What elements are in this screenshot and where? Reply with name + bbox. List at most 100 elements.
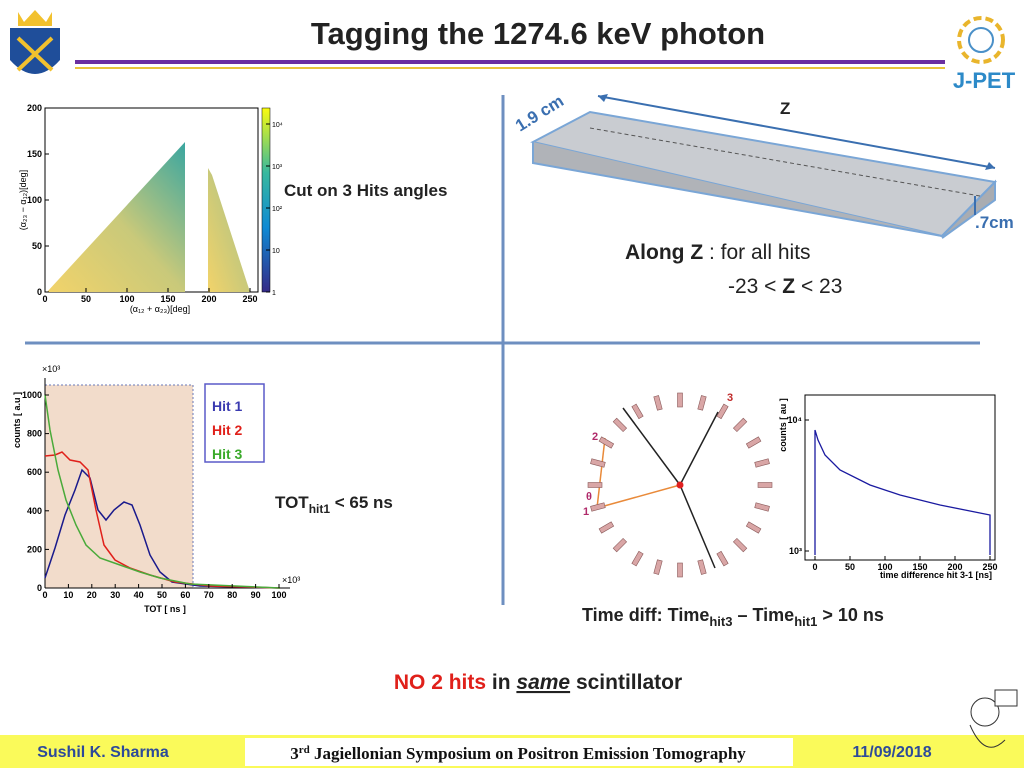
- x-tick-label: 20: [87, 590, 97, 600]
- title: Tagging the 1274.6 keV photon: [311, 16, 765, 51]
- scintillator-strip: [716, 403, 729, 420]
- y-tick-label: 150: [27, 149, 42, 159]
- y-tick-label: 100: [27, 195, 42, 205]
- caption-part: – Time: [732, 605, 794, 625]
- x-tick-label: 30: [110, 590, 120, 600]
- angle-plot: (α₁₂ + α₂₃)[deg] (α₂₃ − α₁₂)[deg] 0 50 100…: [18, 103, 283, 314]
- x-tick-label: 50: [81, 294, 91, 304]
- hit-label: 1: [583, 506, 589, 518]
- x-tick-label: 0: [812, 562, 817, 572]
- scintillator-strip: [598, 436, 615, 449]
- height-label: .7cm: [975, 213, 1014, 232]
- scintillator-strip: [697, 395, 707, 411]
- x-tick-label: 60: [180, 590, 190, 600]
- y-tick-label: 400: [27, 506, 42, 516]
- x-tick-label: 0: [42, 294, 47, 304]
- x-tick-label: 200: [947, 562, 962, 572]
- scintillator-strip: [598, 521, 615, 534]
- hit-label: 3: [727, 392, 733, 404]
- y-tick-label: 1000: [22, 390, 42, 400]
- scintillator-strip: [631, 550, 644, 567]
- y-multiplier: ×10³: [42, 364, 60, 374]
- hit-diagram: 1 2 3 θ: [583, 392, 773, 578]
- caption: TOThit1 < 65 ns: [275, 493, 393, 516]
- scintillator: [530, 94, 998, 239]
- cut-text: Along Z : for all hits: [625, 241, 811, 264]
- x-axis-label: (α₁₂ + α₂₃)[deg]: [130, 304, 190, 314]
- x-tick-label: 150: [912, 562, 927, 572]
- logo-text: J-PET: [953, 68, 1016, 93]
- caption-part: hit3: [709, 614, 732, 629]
- legend-entry: Hit 3: [212, 446, 243, 462]
- note-part: scintillator: [570, 671, 682, 694]
- y-tick-label: 10⁴: [788, 415, 802, 425]
- note-part: NO 2 hits: [394, 671, 486, 694]
- x-tick-label: 90: [251, 590, 261, 600]
- y-axis-label: counts [ au ]: [778, 398, 788, 452]
- scintillator-strip: [697, 559, 707, 575]
- event-part: rd: [299, 744, 310, 756]
- y-tick-label: 800: [27, 429, 42, 439]
- scintillator-strip: [745, 436, 762, 449]
- cut-part: Z: [782, 275, 795, 298]
- x-tick-label: 40: [134, 590, 144, 600]
- caption-part: hit1: [794, 614, 817, 629]
- y-tick-label: 200: [27, 544, 42, 554]
- y-axis-label: counts [ a.u ]: [12, 392, 22, 448]
- x-tick-label: 10: [63, 590, 73, 600]
- x-tick-label: 100: [271, 590, 286, 600]
- event-part: 3: [290, 744, 299, 763]
- caption: Time diff: Timehit3 – Timehit1 > 10 ns: [582, 605, 884, 629]
- cut-text: -23 < Z < 23: [728, 275, 842, 298]
- note-part: same: [516, 671, 570, 694]
- scintillator-strip: [653, 395, 663, 411]
- scintillator-strip: [677, 392, 683, 408]
- cut-part: Along Z: [625, 241, 703, 264]
- caption-part: Time diff: Time: [582, 605, 709, 625]
- tot-plot: TOT [ ns ] counts [ a.u ] ×10³ ×10³ 0 10 2…: [12, 364, 300, 614]
- caption-part: < 65 ns: [330, 493, 393, 512]
- y-tick-label: 10³: [789, 546, 802, 556]
- y-tick-label: 0: [37, 287, 42, 297]
- x-tick-label: 200: [201, 294, 216, 304]
- colorbar-tick-label: 1: [272, 290, 276, 297]
- x-tick-label: 80: [227, 590, 237, 600]
- x-tick-label: 250: [242, 294, 257, 304]
- colorbar-tick-label: 10³: [272, 164, 283, 171]
- y-tick-label: 600: [27, 467, 42, 477]
- cut-part: -23 <: [728, 275, 782, 298]
- x-tick-label: 70: [204, 590, 214, 600]
- caption-part: hit1: [309, 502, 331, 516]
- logo-left: [10, 10, 60, 74]
- note-part: in: [486, 671, 516, 694]
- y-tick-label: 50: [32, 241, 42, 251]
- x-tick-label: 250: [982, 562, 997, 572]
- colorbar-tick-label: 10⁴: [272, 122, 283, 129]
- y-axis-label: (α₂₃ − α₁₂)[deg]: [18, 170, 28, 230]
- scintillator-strip: [653, 559, 663, 575]
- x-tick-label: 150: [160, 294, 175, 304]
- caption-part: TOT: [275, 493, 309, 512]
- scintillator-strip: [732, 417, 748, 433]
- x-tick-label: 0: [42, 590, 47, 600]
- time-plot: time difference hit 3-1 [ns] counts [ au…: [778, 394, 998, 580]
- scintillator-strip: [587, 482, 603, 488]
- scintillator-strip: [754, 458, 770, 468]
- scintillator-strip: [716, 550, 729, 567]
- y-tick-label: 200: [27, 103, 42, 113]
- scintillator-strip: [754, 502, 770, 512]
- legend-entry: Hit 1: [212, 398, 243, 414]
- scintillator-strip: [677, 562, 683, 578]
- x-tick-label: 50: [845, 562, 855, 572]
- scintillator-strip: [612, 417, 628, 433]
- length-label: Z: [780, 99, 790, 118]
- event: 3rd Jagiellonian Symposium on Positron E…: [290, 744, 746, 763]
- x-axis-label: TOT [ ns ]: [144, 604, 186, 614]
- scintillator-strip: [612, 537, 628, 553]
- cut-part: : for all hits: [703, 241, 810, 264]
- mascot: [969, 689, 1018, 748]
- colorbar-tick-label: 10: [272, 248, 280, 255]
- caption-part: > 10 ns: [817, 605, 884, 625]
- x-tick-label: 50: [157, 590, 167, 600]
